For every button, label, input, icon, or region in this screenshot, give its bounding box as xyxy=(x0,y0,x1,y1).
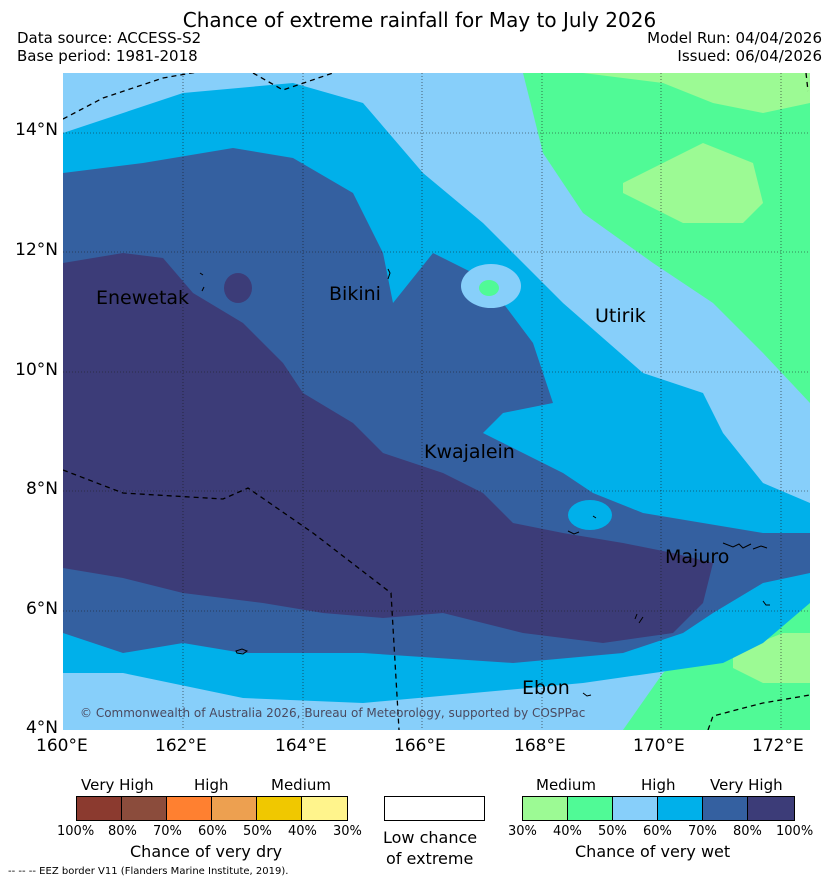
model-run: Model Run: 04/04/2026 xyxy=(647,29,822,47)
wet-40-50-patch xyxy=(479,280,499,296)
issued-date: Issued: 06/04/2026 xyxy=(677,47,822,65)
wet-tick: 40% xyxy=(553,824,582,839)
dry-tick: 60% xyxy=(198,824,227,839)
dry-swatch xyxy=(256,796,302,821)
place-label-majuro: Majuro xyxy=(665,546,730,568)
lon-label: 168°E xyxy=(514,736,566,756)
dry-tick: 80% xyxy=(108,824,137,839)
lat-label: 6°N xyxy=(25,599,58,619)
copyright-notice: © Commonwealth of Australia 2026, Bureau… xyxy=(80,706,586,720)
dry-legend-header-very-high: Very High xyxy=(81,776,154,794)
wet-swatch xyxy=(612,796,658,821)
lon-label: 170°E xyxy=(633,736,685,756)
dry-tick: 40% xyxy=(288,824,317,839)
dry-tick: 50% xyxy=(243,824,272,839)
map-title: Chance of extreme rainfall for May to Ju… xyxy=(182,8,657,32)
dry-legend-header-high: High xyxy=(194,776,229,794)
dry-tick: 70% xyxy=(153,824,182,839)
lat-label: 4°N xyxy=(25,718,58,738)
wet-tick: 60% xyxy=(643,824,672,839)
wet-tick: 80% xyxy=(733,824,762,839)
place-label-utirik: Utirik xyxy=(595,305,646,327)
dry-tick: 100% xyxy=(57,824,95,839)
wet-swatch xyxy=(747,796,795,821)
place-label-bikini: Bikini xyxy=(329,283,381,305)
neutral-legend-line2: of extreme xyxy=(386,849,474,868)
lat-label: 12°N xyxy=(15,240,58,260)
wet-legend-header-medium: Medium xyxy=(536,776,596,794)
wet-80-100-patch xyxy=(224,273,252,303)
dry-legend-header-medium: Medium xyxy=(271,776,331,794)
lon-label: 164°E xyxy=(275,736,327,756)
dry-legend-title: Chance of very dry xyxy=(130,842,283,861)
wet-tick: 50% xyxy=(598,824,627,839)
wet-tick: 30% xyxy=(508,824,537,839)
lon-label: 166°E xyxy=(394,736,446,756)
dry-swatch xyxy=(166,796,212,821)
coastlines xyxy=(199,268,770,697)
neutral-legend-line1: Low chance xyxy=(383,828,478,847)
wet-80-100-region xyxy=(63,253,713,643)
lat-label: 8°N xyxy=(25,479,58,499)
wet-40-50-region-north xyxy=(523,73,810,403)
wet-30-40-region-north xyxy=(583,73,810,113)
dry-swatch xyxy=(121,796,167,821)
map-canvas xyxy=(63,73,810,730)
wet-legend-title: Chance of very wet xyxy=(575,842,731,861)
eez-footnote: -- -- -- EEZ border V11 (Flanders Marine… xyxy=(8,866,289,877)
wet-30-40-patch xyxy=(623,143,763,223)
eez-border xyxy=(63,73,810,730)
rainfall-map xyxy=(63,73,810,730)
wet-legend-header-high: High xyxy=(641,776,676,794)
wet-60-70-patch xyxy=(568,500,612,530)
dry-swatch xyxy=(301,796,348,821)
wet-tick: 70% xyxy=(688,824,717,839)
wet-swatch xyxy=(567,796,613,821)
wet-legend-header-very-high: Very High xyxy=(710,776,783,794)
lon-label: 172°E xyxy=(752,736,804,756)
data-source: Data source: ACCESS-S2 xyxy=(17,29,202,47)
lat-label: 10°N xyxy=(15,360,58,380)
wet-swatch xyxy=(522,796,568,821)
place-label-kwajalein: Kwajalein xyxy=(424,441,515,463)
dry-swatch xyxy=(211,796,257,821)
lon-label: 160°E xyxy=(36,736,88,756)
place-label-enewetak: Enewetak xyxy=(96,287,190,309)
dry-swatch xyxy=(76,796,122,821)
lon-label: 162°E xyxy=(155,736,207,756)
place-label-ebon: Ebon xyxy=(522,677,570,699)
base-period: Base period: 1981-2018 xyxy=(17,47,198,65)
wet-swatch xyxy=(702,796,748,821)
wet-tick: 100% xyxy=(776,824,814,839)
neutral-swatch xyxy=(384,796,485,821)
dry-tick: 30% xyxy=(333,824,362,839)
wet-swatch xyxy=(657,796,703,821)
lat-label: 14°N xyxy=(15,120,58,140)
